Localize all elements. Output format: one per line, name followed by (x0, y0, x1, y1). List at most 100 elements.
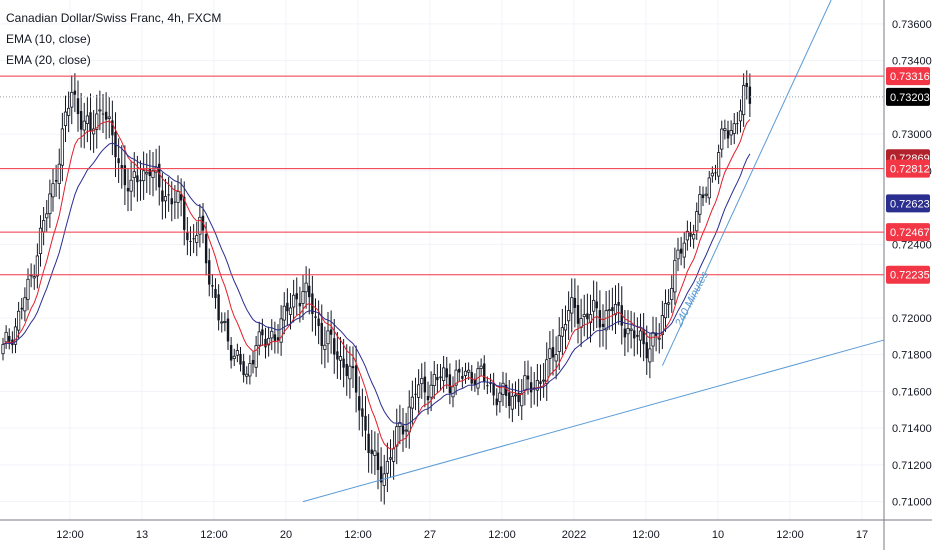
candle-bear (336, 351, 339, 360)
candle-bull (1, 344, 5, 355)
candle-bull (92, 128, 96, 135)
price-tag-label: 0.72812 (890, 164, 930, 176)
candle-bear (264, 338, 267, 348)
candle-bull (232, 355, 236, 359)
candle-bear (73, 90, 77, 95)
candle-bull (451, 386, 455, 398)
candle-bull (535, 379, 539, 391)
candle-bull (673, 259, 677, 293)
candle-bull (392, 448, 396, 462)
candle-bear (298, 302, 302, 307)
candle-bear (745, 82, 748, 87)
candle-bull (373, 450, 377, 456)
candle-bull (698, 194, 702, 215)
candle-bear (89, 112, 92, 132)
candle-bull (13, 326, 18, 345)
price-tag (886, 159, 930, 178)
candle-bull (429, 384, 433, 398)
candle-bull (404, 429, 408, 432)
legend-ema10: EMA (10, close) (6, 32, 91, 46)
candle-bull (107, 116, 111, 119)
candle-bear (120, 165, 123, 169)
ema10-line (2, 119, 751, 450)
candle-bear (473, 379, 477, 386)
candle-bull (604, 310, 608, 331)
candle-bull (398, 422, 402, 427)
candle-bull (520, 392, 524, 407)
candle-bear (361, 408, 364, 417)
candle-bear (370, 449, 373, 455)
candle-bear (439, 376, 442, 379)
candle-bear (183, 196, 186, 230)
candle-bear (508, 392, 511, 406)
candle-bull (417, 384, 421, 398)
candle-bull (301, 291, 305, 304)
candle-bear (117, 158, 120, 164)
candle-bear (8, 335, 11, 342)
candle-bear (123, 165, 127, 186)
candle-bull (223, 321, 227, 323)
candle-bear (489, 383, 492, 385)
candle-bull (567, 310, 571, 322)
y-tick-label: 0.71400 (892, 423, 932, 435)
candle-bear (601, 323, 605, 327)
candle-bull (32, 276, 36, 279)
candle-bear (636, 334, 639, 337)
candle-bull (70, 92, 74, 108)
candle-bull (657, 337, 661, 340)
candle-bull (570, 297, 574, 314)
candle-bull (710, 172, 714, 177)
candle-bull (279, 318, 283, 343)
candle-bear (423, 376, 427, 393)
x-tick-label: 2022 (562, 529, 586, 541)
candle-bear (483, 363, 486, 382)
candle-bull (348, 365, 352, 380)
x-tick-label: 12:00 (200, 529, 228, 541)
candle-bull (510, 395, 514, 410)
candle-bull (338, 356, 343, 361)
candle-bull (723, 128, 727, 131)
candle-bear (229, 345, 233, 361)
candle-bull (704, 193, 708, 196)
candle-bear (320, 322, 323, 346)
candle-bull (523, 375, 527, 392)
candle-bull (548, 348, 552, 359)
x-tick-label: 20 (280, 529, 292, 541)
candle-bull (613, 304, 618, 316)
candle-bull (542, 379, 546, 382)
candle-bull (288, 307, 293, 315)
candle-bear (217, 294, 220, 321)
candle-bear (642, 330, 645, 345)
candle-bull (98, 109, 102, 112)
candle-bear (314, 316, 317, 318)
candle-bear (54, 180, 58, 182)
candle-bull (267, 337, 271, 346)
candle-bear (458, 368, 461, 373)
candle-bull (60, 128, 64, 166)
candle-bear (239, 353, 242, 365)
candle-bear (342, 358, 345, 368)
candle-bear (364, 415, 367, 431)
y-tick-label: 0.71800 (892, 350, 932, 362)
candle-bull (454, 369, 458, 386)
candle-bull (292, 294, 296, 308)
candle-bull (467, 369, 471, 373)
candle-bull (676, 249, 680, 260)
candle-bear (714, 172, 717, 174)
candle-bear (189, 240, 192, 242)
candle-bull (257, 331, 261, 346)
candle-bear (539, 381, 542, 384)
candle-bear (492, 382, 495, 396)
x-tick-label: 27 (424, 529, 436, 541)
candle-bear (586, 313, 589, 320)
candle-bull (17, 310, 21, 331)
price-tag (886, 194, 930, 213)
candle-bear (136, 175, 139, 183)
candle-bull (742, 85, 746, 116)
candle-bull (685, 230, 689, 241)
candle-bull (729, 130, 733, 136)
candle-bull (667, 302, 671, 305)
candle-bear (204, 234, 208, 264)
